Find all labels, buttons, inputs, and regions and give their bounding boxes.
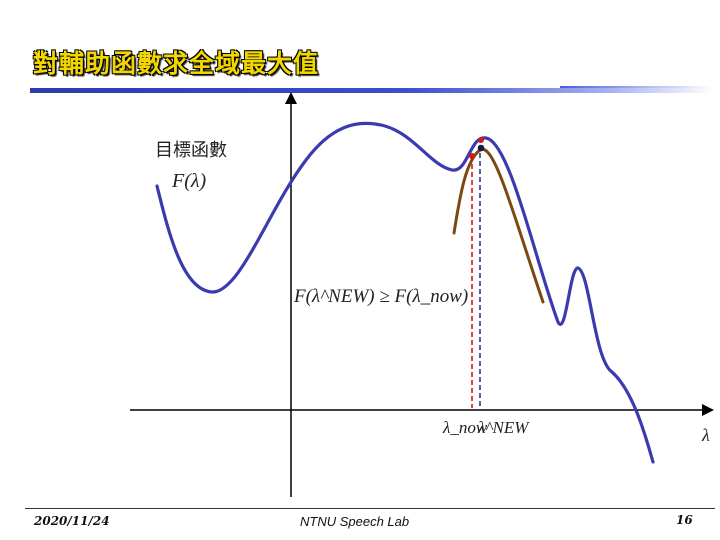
footer-divider [25, 508, 715, 509]
auxiliary-max-point [477, 144, 485, 152]
title-underline-accent [560, 86, 714, 88]
lambda-new-point [478, 137, 484, 143]
lambda-now-label: λ_now [442, 418, 488, 437]
title-underline [30, 88, 714, 93]
objective-label: 目標函數 [155, 140, 227, 161]
footer-lab-name: NTNU Speech Lab [300, 514, 410, 529]
x-axis-label: λ [701, 425, 710, 445]
objective-curve [155, 121, 655, 464]
lambda-new-label: λ^NEW [477, 418, 530, 437]
inequality-label: F(λ^NEW) ≥ F(λ_now) [293, 286, 468, 307]
lambda-now-point [469, 153, 475, 159]
footer-page-number: 16 [676, 513, 693, 527]
auxiliary-curve [452, 147, 545, 304]
footer-date: 2020/11/24 [34, 514, 110, 528]
objective-symbol: F(λ) [171, 170, 207, 192]
slide-title: 對輔助函數求全域最大值 [33, 49, 320, 78]
